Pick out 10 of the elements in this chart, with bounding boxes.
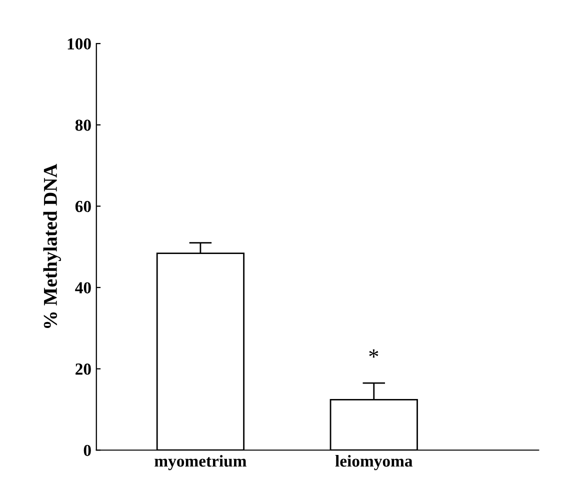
y-tick-label: 20 <box>76 364 91 375</box>
x-tick-label: leiomyoma <box>335 454 413 470</box>
y-tick-label: 40 <box>75 282 91 294</box>
y-tick-label: 60 <box>75 200 91 212</box>
y-axis-title: % Methylated DNA <box>43 164 61 328</box>
x-tick-label: myometrium <box>154 454 246 470</box>
y-tick-label: 0 <box>84 444 91 456</box>
y-tick-label: 100 <box>68 38 91 50</box>
annotation: * <box>369 349 378 358</box>
y-tick-label: 80 <box>75 120 91 131</box>
